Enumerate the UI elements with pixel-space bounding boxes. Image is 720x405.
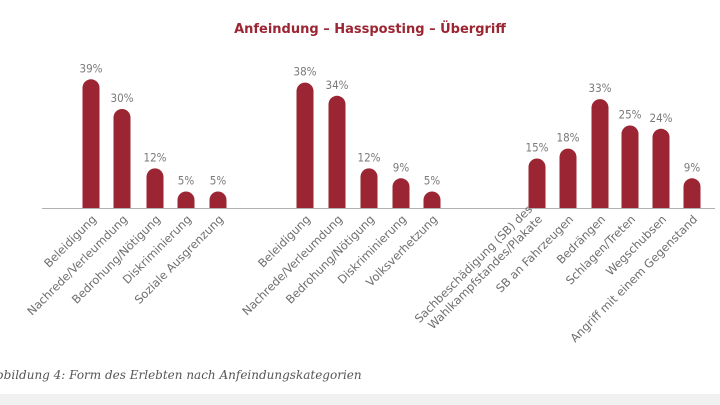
bar (82, 79, 100, 208)
data-label: 18% (557, 131, 580, 145)
chart-title: Anfeindung – Hassposting – Übergriff (234, 21, 506, 37)
data-label: 9% (684, 160, 701, 174)
bar (146, 168, 164, 208)
bottom-band (0, 394, 720, 405)
bars-layer: 39%Beleidigung30%Nachrede/Verleumdung12%… (24, 61, 715, 345)
figure-caption: bbildung 4: Form des Erlebten nach Anfei… (0, 368, 362, 382)
bar (328, 95, 346, 208)
bar (177, 191, 195, 208)
data-label: 24% (650, 111, 673, 125)
bar (113, 109, 131, 208)
data-label: 12% (358, 150, 381, 164)
bar (360, 168, 378, 208)
data-label: 34% (326, 78, 349, 92)
data-label: 5% (424, 174, 441, 188)
bar (423, 191, 441, 208)
bar (296, 82, 314, 208)
bar (209, 191, 227, 208)
bar (683, 178, 701, 208)
data-label: 39% (80, 61, 103, 75)
data-label: 15% (526, 141, 549, 155)
bar (559, 148, 577, 208)
data-label: 9% (393, 160, 410, 174)
bar (652, 128, 670, 208)
data-label: 30% (111, 91, 134, 105)
data-label: 33% (589, 81, 612, 95)
bar (591, 99, 609, 208)
data-label: 5% (178, 174, 195, 188)
data-label: 12% (144, 150, 167, 164)
data-label: 38% (294, 65, 317, 79)
bar (392, 178, 410, 208)
bar (528, 158, 546, 208)
data-label: 5% (210, 174, 227, 188)
bar (621, 125, 639, 208)
data-label: 25% (619, 108, 642, 122)
